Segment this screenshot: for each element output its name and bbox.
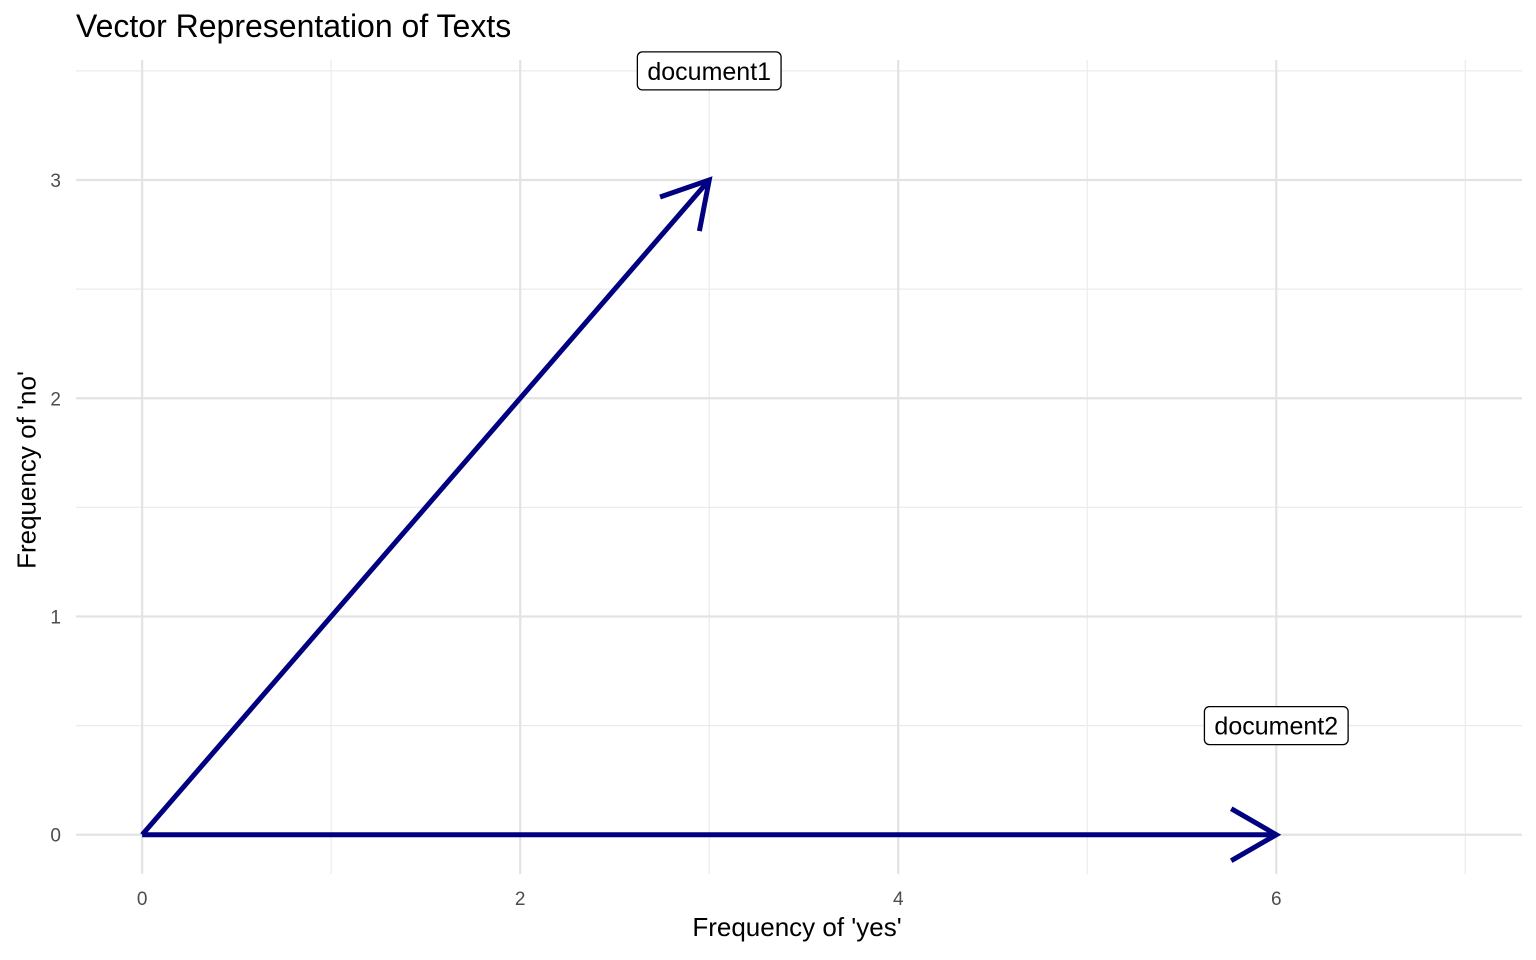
- vector-label-text: document1: [647, 58, 771, 86]
- vector-arrow: [140, 178, 712, 837]
- x-tick-label: 6: [1271, 889, 1282, 910]
- vector-labels: document1 document2: [636, 51, 1349, 746]
- x-tick-label: 4: [893, 889, 904, 910]
- vector-arrowhead: [1229, 806, 1282, 863]
- x-axis-label: Frequency of 'yes': [692, 912, 902, 942]
- vector-label-text: document2: [1214, 713, 1338, 741]
- vector-label-box: [636, 51, 782, 91]
- vector-arrowhead: [659, 176, 713, 232]
- y-tick-label: 1: [50, 607, 61, 628]
- minor-gridlines: [76, 60, 1522, 874]
- y-tick-label: 0: [50, 826, 61, 847]
- x-tick-label: 0: [137, 889, 148, 910]
- y-tick-label: 3: [50, 171, 61, 192]
- y-axis-label: Frequency of 'no': [11, 371, 42, 569]
- vector-label-box: [1203, 705, 1349, 746]
- major-gridlines: [76, 60, 1522, 874]
- tick-labels: 0 2 4 6 0 1 2 3: [50, 171, 1281, 910]
- chart-title: Vector Representation of Texts: [76, 8, 512, 44]
- y-tick-label: 2: [50, 389, 61, 410]
- x-tick-label: 2: [515, 889, 526, 910]
- vector-arrows: [140, 176, 1282, 863]
